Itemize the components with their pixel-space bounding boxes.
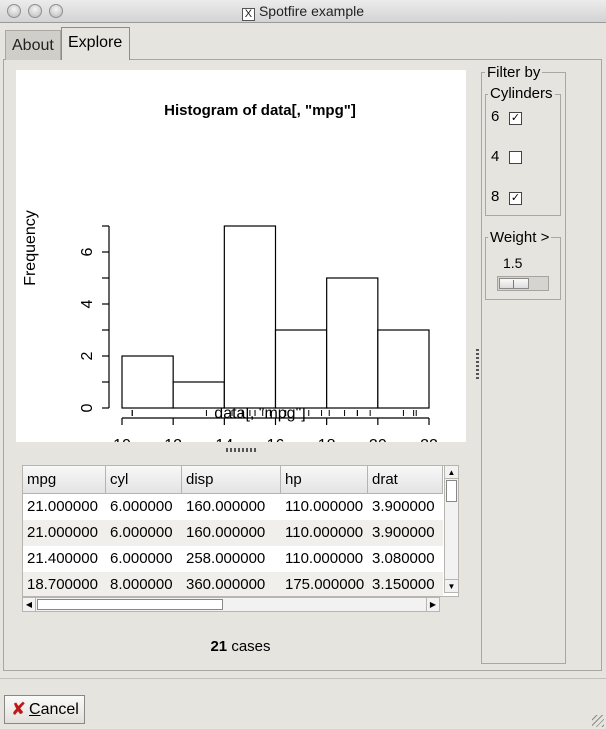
cylinder-option-label: 8 bbox=[491, 188, 500, 205]
histogram-bar bbox=[274, 329, 328, 409]
close-window-button[interactable] bbox=[7, 4, 21, 18]
histogram-bar bbox=[377, 329, 430, 409]
table-cell: 18.700000 bbox=[27, 576, 98, 593]
histogram-bar bbox=[121, 355, 174, 409]
table-row[interactable]: 21.000000 6.000000 160.000000 110.000000… bbox=[23, 494, 443, 520]
x-tick-label: 10 bbox=[113, 437, 131, 442]
y-tick-label: 4 bbox=[79, 299, 96, 308]
x-tick-label: 12 bbox=[164, 437, 182, 442]
column-header-mpg[interactable]: mpg bbox=[23, 466, 106, 494]
x11-icon: X bbox=[241, 8, 255, 21]
case-count-value: 21 bbox=[210, 638, 228, 655]
data-table: mpg cyl disp hp drat 21.000000 6.000000 … bbox=[22, 465, 459, 597]
tab-explore[interactable]: Explore bbox=[61, 27, 130, 60]
case-count: 21 cases bbox=[22, 638, 459, 655]
table-cell: 21.000000 bbox=[27, 498, 98, 515]
scroll-right-arrow-icon[interactable]: ▶ bbox=[426, 598, 439, 611]
filter-title: Filter by bbox=[485, 64, 543, 81]
weight-slider[interactable] bbox=[497, 276, 549, 291]
cylinder-option-label: 6 bbox=[491, 108, 500, 125]
weight-slider-thumb[interactable] bbox=[499, 278, 529, 289]
table-cell: 110.000000 bbox=[285, 498, 364, 515]
scroll-up-arrow-icon[interactable]: ▲ bbox=[445, 466, 458, 479]
table-cell: 21.000000 bbox=[27, 524, 98, 541]
y-tick-label: 0 bbox=[79, 403, 96, 412]
cancel-label: Cancel bbox=[29, 701, 79, 718]
table-row[interactable]: 18.700000 8.000000 360.000000 175.000000… bbox=[23, 572, 443, 596]
zoom-window-button[interactable] bbox=[49, 4, 63, 18]
x-tick-label: 22 bbox=[420, 437, 438, 442]
table-row[interactable]: 21.000000 6.000000 160.000000 110.000000… bbox=[23, 520, 443, 546]
x-tick-label: 14 bbox=[215, 437, 233, 442]
table-cell: 6.000000 bbox=[110, 550, 173, 567]
table-cell: 3.900000 bbox=[372, 498, 435, 515]
scroll-down-arrow-icon[interactable]: ▼ bbox=[445, 579, 458, 592]
window-title-wrap: X Spotfire example bbox=[0, 3, 606, 21]
x-tick-label: 18 bbox=[318, 437, 336, 442]
x-tick-label: 16 bbox=[267, 437, 285, 442]
case-count-suffix: cases bbox=[227, 638, 271, 655]
resize-grip-icon[interactable] bbox=[592, 715, 604, 727]
tab-about[interactable]: About bbox=[5, 30, 61, 60]
column-header-cyl[interactable]: cyl bbox=[106, 466, 182, 494]
table-cell: 6.000000 bbox=[110, 498, 173, 515]
cancel-button[interactable]: ✘ Cancel bbox=[4, 695, 85, 724]
y-axis-label: Frequency bbox=[22, 210, 39, 286]
histogram-plot: Histogram of data[, "mpg"] data[, "mpg"]… bbox=[16, 70, 466, 442]
column-header-hp[interactable]: hp bbox=[281, 466, 368, 494]
cylinder-6-checkbox[interactable]: ✓ bbox=[509, 112, 522, 125]
table-row[interactable]: 21.400000 6.000000 258.000000 110.000000… bbox=[23, 546, 443, 572]
x-mark-icon: ✘ bbox=[11, 699, 27, 719]
weight-label: Weight > bbox=[488, 229, 552, 246]
plot-resize-handle[interactable] bbox=[226, 448, 258, 452]
cylinders-label: Cylinders bbox=[488, 85, 555, 102]
table-cell: 160.000000 bbox=[186, 498, 266, 515]
x-tick-label: 20 bbox=[369, 437, 387, 442]
histogram-chart: Histogram of data[, "mpg"] data[, "mpg"]… bbox=[22, 102, 438, 442]
minimize-window-button[interactable] bbox=[28, 4, 42, 18]
column-header-drat[interactable]: drat bbox=[368, 466, 443, 494]
y-tick-label: 2 bbox=[79, 351, 96, 360]
table-cell: 8.000000 bbox=[110, 576, 173, 593]
footer-divider bbox=[0, 678, 606, 679]
title-bar: X Spotfire example bbox=[0, 0, 606, 23]
table-header: mpg cyl disp hp drat bbox=[23, 466, 443, 494]
table-cell: 6.000000 bbox=[110, 524, 173, 541]
table-vertical-scrollbar[interactable]: ▲ ▼ bbox=[444, 465, 459, 593]
table-cell: 3.900000 bbox=[372, 524, 435, 541]
table-cell: 110.000000 bbox=[285, 550, 364, 567]
panel-resize-handle[interactable] bbox=[476, 349, 479, 381]
chart-title: Histogram of data[, "mpg"] bbox=[164, 102, 356, 119]
cylinder-4-checkbox[interactable] bbox=[509, 151, 522, 164]
table-cell: 3.080000 bbox=[372, 550, 435, 567]
table-cell: 110.000000 bbox=[285, 524, 364, 541]
window-title: Spotfire example bbox=[258, 3, 365, 19]
cylinder-option-label: 4 bbox=[491, 148, 500, 165]
y-tick-label: 6 bbox=[79, 247, 96, 256]
vertical-scroll-thumb[interactable] bbox=[446, 480, 457, 502]
table-cell: 360.000000 bbox=[186, 576, 266, 593]
histogram-bar bbox=[223, 225, 277, 409]
table-cell: 175.000000 bbox=[285, 576, 365, 593]
table-cell: 160.000000 bbox=[186, 524, 266, 541]
histogram-bar bbox=[326, 277, 379, 409]
column-header-disp[interactable]: disp bbox=[182, 466, 281, 494]
cylinder-8-checkbox[interactable]: ✓ bbox=[509, 192, 522, 205]
table-cell: 21.400000 bbox=[27, 550, 98, 567]
horizontal-scroll-thumb[interactable] bbox=[37, 599, 223, 610]
weight-value: 1.5 bbox=[501, 255, 525, 271]
scroll-left-arrow-icon[interactable]: ◀ bbox=[23, 598, 36, 611]
table-horizontal-scrollbar[interactable]: ◀ ▶ bbox=[22, 597, 440, 612]
table-cell: 3.150000 bbox=[372, 576, 435, 593]
histogram-bar bbox=[172, 381, 225, 409]
table-cell: 258.000000 bbox=[186, 550, 266, 567]
